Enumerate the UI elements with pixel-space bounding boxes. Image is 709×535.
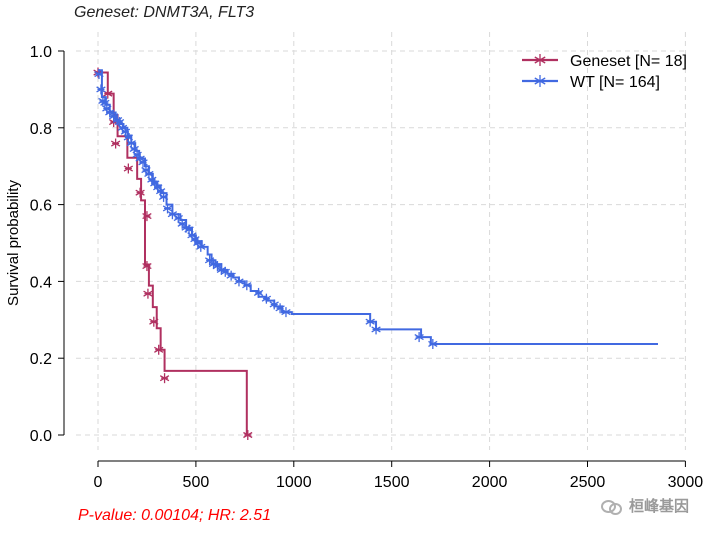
censor-mark xyxy=(96,84,106,95)
legend-label: WT [N= 164] xyxy=(570,74,660,91)
censor-mark xyxy=(138,157,148,168)
censor-mark xyxy=(143,288,153,299)
censor-mark xyxy=(177,218,187,229)
watermark: 桓峰基因 xyxy=(600,495,689,516)
censor-mark xyxy=(94,69,104,80)
y-tick-label: 0.4 xyxy=(30,274,52,291)
legend: Geneset [N= 18] WT [N= 164] xyxy=(522,53,687,91)
y-tick-label: 0.6 xyxy=(30,198,52,215)
censor-mark xyxy=(242,280,252,291)
censor-mark xyxy=(534,75,546,87)
p-value-annotation: P-value: 0.00104; HR: 2.51 xyxy=(78,507,272,524)
censor-mark xyxy=(371,324,381,335)
censor-mark xyxy=(108,111,119,122)
y-axis-label: Survival probability xyxy=(5,180,22,306)
axes: 0 500 1000 1500 2000 2500 3000 0.0 0.2 0.4 0.6 0.8 1… xyxy=(30,44,704,491)
censor-mark xyxy=(365,316,375,327)
censor-mark xyxy=(123,163,134,174)
censor-mark xyxy=(226,270,236,281)
y-tick-label: 1.0 xyxy=(30,44,52,61)
censor-mark xyxy=(534,54,546,66)
x-tick-label: 2000 xyxy=(472,474,508,491)
censor-mark xyxy=(154,344,164,355)
censor-mark xyxy=(105,107,115,118)
y-tick-label: 0.2 xyxy=(30,351,52,368)
censor-mark xyxy=(261,293,272,304)
series-wt xyxy=(94,69,658,349)
y-tick-label: 0.0 xyxy=(30,428,52,445)
censor-mark xyxy=(142,211,152,222)
censor-mark xyxy=(196,241,206,252)
grid xyxy=(76,32,686,450)
x-tick-label: 500 xyxy=(183,474,210,491)
watermark-text: 桓峰基因 xyxy=(628,498,689,515)
censor-mark xyxy=(162,203,173,214)
censor-mark xyxy=(100,97,110,108)
censor-mark xyxy=(414,332,424,343)
censor-mark xyxy=(212,261,223,272)
censor-mark xyxy=(159,373,170,384)
wechat-icon xyxy=(600,498,623,515)
x-tick-label: 1000 xyxy=(276,474,312,491)
legend-label: Geneset [N= 18] xyxy=(570,53,687,70)
x-tick-label: 0 xyxy=(94,474,103,491)
y-tick-label: 0.8 xyxy=(30,121,52,138)
censor-mark xyxy=(281,307,291,318)
chart-title: Geneset: DNMT3A, FLT3 xyxy=(74,4,255,21)
x-tick-label: 2500 xyxy=(570,474,606,491)
censor-mark xyxy=(149,316,159,327)
censor-mark xyxy=(110,138,121,149)
censor-mark xyxy=(135,187,145,198)
censor-mark xyxy=(158,191,169,202)
censor-mark xyxy=(428,338,438,349)
censor-mark xyxy=(142,261,152,272)
x-tick-label: 1500 xyxy=(374,474,410,491)
series-group xyxy=(93,67,658,440)
censor-mark xyxy=(204,255,215,266)
censor-mark xyxy=(243,430,253,440)
censor-mark xyxy=(234,276,244,287)
x-tick-label: 3000 xyxy=(668,474,704,491)
censor-mark xyxy=(253,287,264,298)
survival-curve xyxy=(98,69,658,345)
